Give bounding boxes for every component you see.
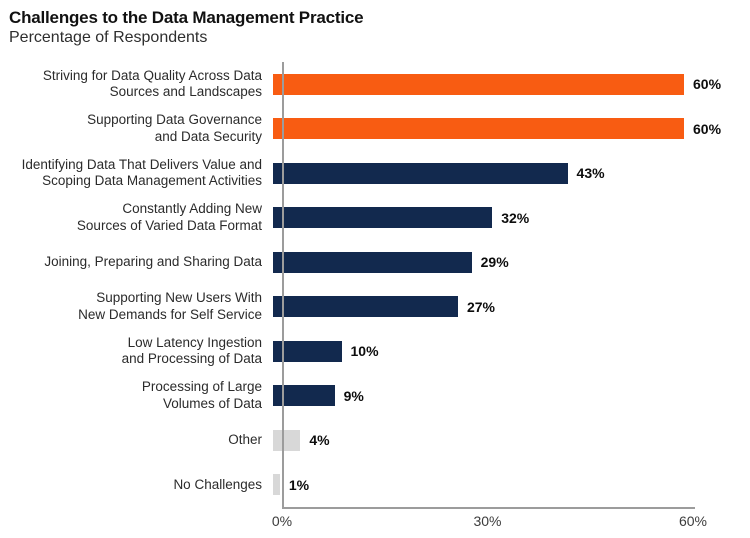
x-tick-label: 30%	[473, 513, 502, 529]
category-label: Identifying Data That Delivers Value and…	[21, 156, 262, 189]
category-label: Supporting Data Governance and Data Secur…	[87, 112, 262, 144]
bar-track: 4%	[272, 418, 750, 463]
bar-row: Supporting Data Governance and Data Secur…	[0, 107, 750, 152]
bar-track: 60%	[272, 107, 750, 152]
bar-value-label: 29%	[480, 254, 509, 271]
category-label: Joining, Preparing and Sharing Data	[44, 254, 262, 270]
bar-track: 9%	[272, 374, 750, 419]
x-tick-label: 60%	[678, 513, 708, 529]
bar	[273, 162, 568, 184]
bar-value-label: 60%	[693, 76, 722, 93]
bar-row: Supporting New Users With New Demands for…	[0, 285, 750, 330]
bar	[273, 296, 458, 318]
bar	[273, 73, 684, 95]
bar-row: Other 4%	[0, 418, 750, 463]
bar-row: Joining, Preparing and Sharing Data 29%	[0, 240, 750, 285]
category-label: Low Latency Ingestion and Processing of D…	[121, 334, 262, 367]
bar-value-label: 27%	[466, 298, 495, 315]
category-label: Other	[228, 432, 262, 448]
bar-track: 27%	[272, 285, 750, 330]
bar-track: 10%	[272, 329, 750, 374]
bar-value-label: 9%	[343, 387, 364, 404]
chart-subtitle: Percentage of Respondents	[9, 29, 208, 46]
bar-row: No Challenges 1%	[0, 463, 750, 508]
category-label: Constantly Adding New Sources of Varied D…	[76, 201, 262, 233]
bar-track: 1%	[272, 463, 750, 508]
bar-row: Striving for Data Quality Across Data Sou…	[0, 62, 750, 107]
plot-area: Striving for Data Quality Across Data Sou…	[0, 62, 750, 507]
x-tick-label: 0%	[271, 513, 293, 529]
bar	[273, 429, 301, 451]
chart-header: Challenges to the Data Management Practi…	[9, 8, 364, 47]
category-label: No Challenges	[173, 476, 262, 492]
bar-value-label: 32%	[501, 209, 530, 226]
bar-track: 29%	[272, 240, 750, 285]
bar-row: Constantly Adding New Sources of Varied D…	[0, 196, 750, 241]
bar-value-label: 4%	[309, 432, 330, 449]
bar-row: Processing of Large Volumes of Data 9%	[0, 374, 750, 419]
y-axis-line	[282, 62, 284, 508]
bar-track: 43%	[272, 151, 750, 196]
bar-value-label: 60%	[693, 120, 722, 137]
x-axis-line	[282, 507, 695, 509]
bar-track: 60%	[272, 62, 750, 107]
category-label: Supporting New Users With New Demands for…	[78, 290, 262, 322]
bar	[273, 118, 684, 140]
bar-track: 32%	[272, 196, 750, 241]
bar	[273, 207, 493, 229]
bar	[273, 385, 335, 407]
bar	[273, 251, 472, 273]
bar-value-label: 43%	[576, 165, 605, 182]
bar-value-label: 10%	[350, 343, 379, 360]
bar-value-label: 1%	[288, 476, 310, 493]
category-label: Processing of Large Volumes of Data	[141, 379, 262, 411]
bar	[273, 340, 342, 362]
bar	[273, 474, 280, 496]
x-axis-tick-labels: 0% 30% 60%	[0, 513, 750, 535]
bar-row: Low Latency Ingestion and Processing of D…	[0, 329, 750, 374]
bar-rows: Striving for Data Quality Across Data Sou…	[0, 62, 750, 507]
chart-title: Challenges to the Data Management Practi…	[9, 8, 364, 27]
bar-row: Identifying Data That Delivers Value and…	[0, 151, 750, 196]
category-label: Striving for Data Quality Across Data Sou…	[42, 67, 262, 100]
